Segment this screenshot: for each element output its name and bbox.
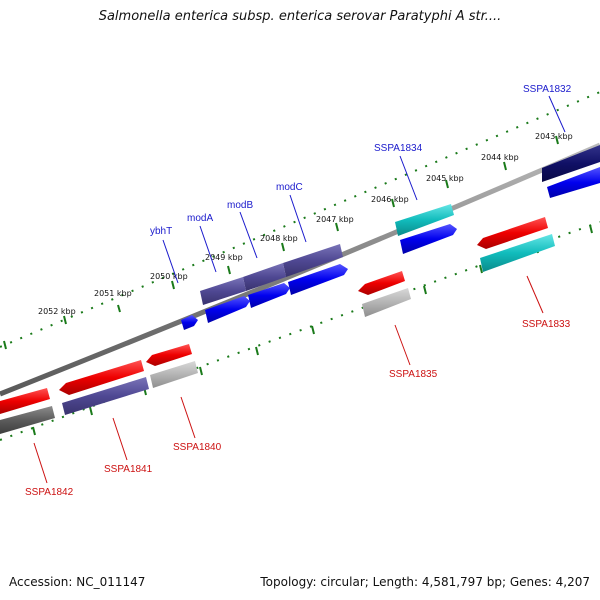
scale-label-2051: 2051 kbp xyxy=(94,289,132,298)
label-sspa1840: SSPA1840 xyxy=(173,442,222,453)
scale-label-2048: 2048 kbp xyxy=(260,234,298,243)
forward-leaders xyxy=(162,95,566,284)
label-sspa1835: SSPA1835 xyxy=(389,369,438,380)
label-modb: modB xyxy=(227,200,253,211)
gene-sspa1835-cat xyxy=(362,288,411,317)
gene-moda-block xyxy=(200,277,246,305)
gene-modb-block xyxy=(243,263,286,291)
gene-modc-arrow xyxy=(288,264,348,295)
scale-label-2043: 2043 kbp xyxy=(535,132,573,141)
gene-sspa1840-cat xyxy=(150,361,198,388)
gene-sspa1834-block xyxy=(395,204,454,236)
scale-label-2047: 2047 kbp xyxy=(316,215,354,224)
scale-label-2049: 2049 kbp xyxy=(205,253,243,262)
label-modc: modC xyxy=(276,182,303,193)
gene-sspa1840-red xyxy=(146,344,192,366)
gene-sspa1842-red xyxy=(0,388,50,414)
reverse-leaders xyxy=(33,275,544,484)
inner-tick-ring xyxy=(0,221,600,441)
label-sspa1841: SSPA1841 xyxy=(104,464,153,475)
outer-tick-ring xyxy=(0,91,600,348)
gene-ybht-arrow xyxy=(181,315,198,330)
gene-moda-arrow xyxy=(205,296,250,323)
gene-sspa1841-cat xyxy=(62,377,149,415)
gene-sspa1842-cat xyxy=(0,406,55,434)
gene-sspa1835-red xyxy=(358,271,405,295)
gene-sspa1832-block xyxy=(542,145,600,182)
gene-sspa1841-red xyxy=(59,360,144,395)
scale-label-2052: 2052 kbp xyxy=(38,307,76,316)
label-ybht: ybhT xyxy=(150,226,172,237)
gene-sspa1833-cat xyxy=(480,234,555,272)
gene-modb-arrow xyxy=(248,283,290,308)
accession-text: Accession: NC_011147 xyxy=(9,575,146,589)
genome-backbone xyxy=(0,142,600,397)
scale-label-2050: 2050 kbp xyxy=(150,272,188,281)
gene-modc-block xyxy=(283,244,343,277)
scale-label-2044: 2044 kbp xyxy=(481,153,519,162)
genome-summary-text: Topology: circular; Length: 4,581,797 bp… xyxy=(260,575,590,589)
gene-sspa1833-red xyxy=(477,217,548,249)
genome-title: Salmonella enterica subsp. enterica sero… xyxy=(98,9,502,24)
label-moda: modA xyxy=(187,213,213,224)
label-sspa1842: SSPA1842 xyxy=(25,487,74,498)
label-sspa1833: SSPA1833 xyxy=(522,319,571,330)
label-sspa1832: SSPA1832 xyxy=(523,84,572,95)
scale-label-2046: 2046 kbp xyxy=(371,195,409,204)
gene-sspa1834-arrow xyxy=(400,224,457,254)
scale-label-2045: 2045 kbp xyxy=(426,174,464,183)
label-sspa1834: SSPA1834 xyxy=(374,143,423,154)
gene-sspa1832-arrow xyxy=(547,167,600,198)
